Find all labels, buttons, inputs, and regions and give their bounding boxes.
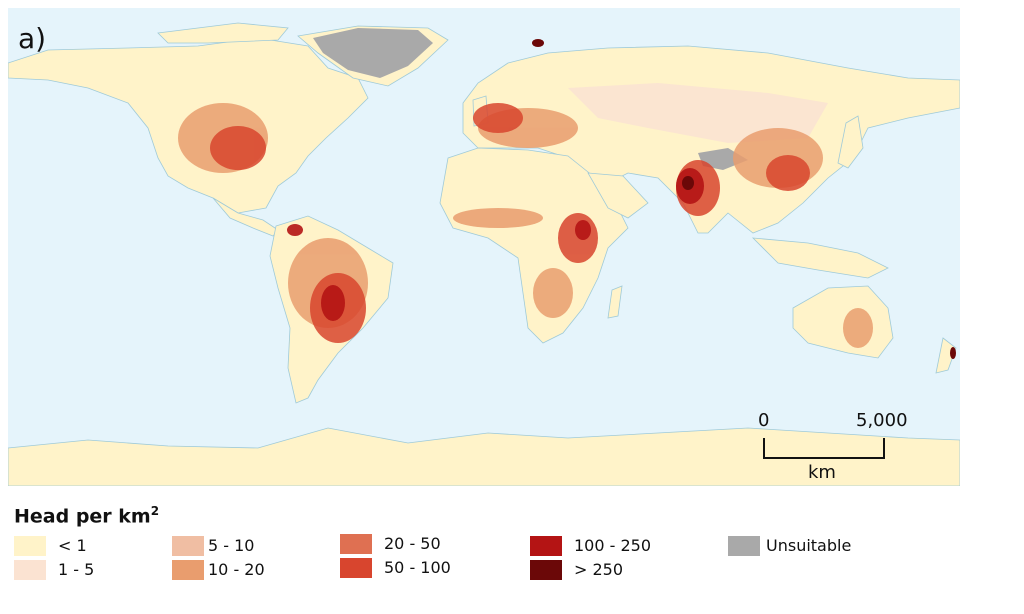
density-1-5 [568, 83, 828, 143]
legend-label: 20 - 50 [384, 534, 441, 553]
scale-bar-left-label: 0 [758, 410, 770, 431]
world-map [8, 8, 960, 486]
southeast-asia-islands [751, 237, 889, 279]
legend-label: < 1 [58, 536, 87, 555]
legend-title: Head per km2 [14, 504, 159, 527]
legend-label: 1 - 5 [58, 560, 95, 579]
madagascar [607, 285, 623, 319]
africa [439, 147, 629, 344]
legend-title-text: Head per km [14, 505, 151, 528]
legend-label: 100 - 250 [574, 536, 652, 555]
legend-title-superscript: 2 [150, 504, 160, 518]
antarctica [8, 427, 960, 486]
legend-label: 5 - 10 [208, 536, 255, 555]
legend-swatch [14, 536, 46, 556]
scale-bar: 0 5,000 km [756, 410, 916, 483]
density-over-250 [532, 39, 956, 359]
legend-label: Unsuitable [766, 536, 852, 555]
japan [837, 115, 864, 169]
legend-swatch [728, 536, 760, 556]
arabian-peninsula [587, 172, 649, 219]
arctic-islands [157, 22, 289, 44]
new-zealand [935, 337, 957, 374]
panel-label: a) [18, 22, 47, 55]
legend-swatch [172, 536, 204, 556]
legend-swatch [340, 558, 372, 578]
legend-label: > 250 [574, 560, 624, 579]
legend-swatch [340, 534, 372, 554]
legend-label: 10 - 20 [208, 560, 265, 579]
legend-label: 50 - 100 [384, 558, 451, 577]
legend-swatch [172, 560, 204, 580]
scale-bar-unit: km [808, 462, 836, 483]
legend-swatch [530, 536, 562, 556]
legend-swatch [14, 560, 46, 580]
scale-bar-line [763, 438, 885, 459]
scale-bar-right-label: 5,000 [856, 410, 908, 431]
legend-swatch [530, 560, 562, 580]
